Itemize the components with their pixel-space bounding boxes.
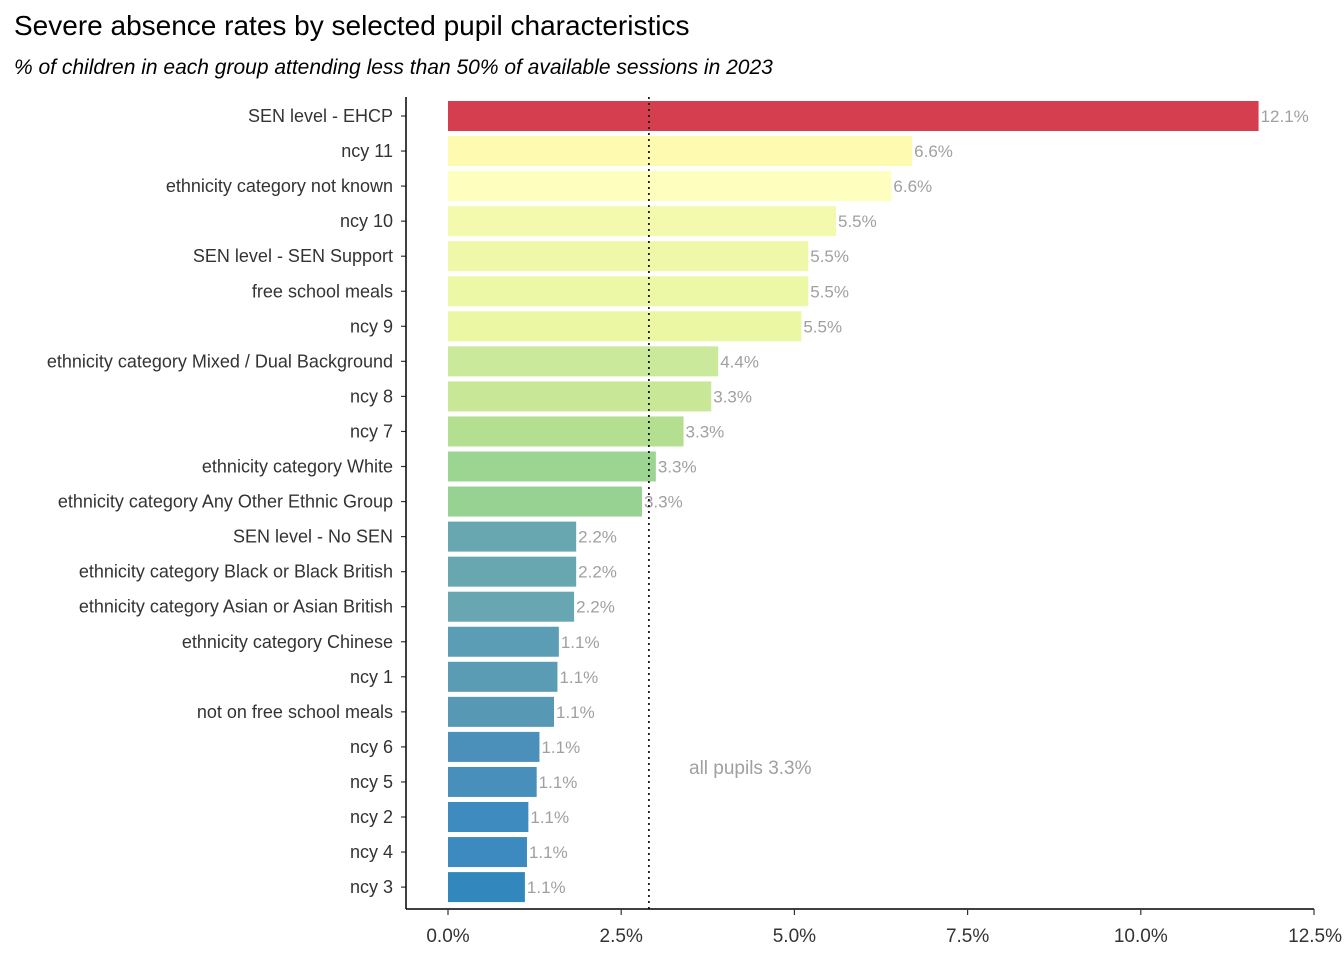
value-labels: 12.1% 6.6% 6.6% 5.5% 5.5% 5.5% 5.5% 4.4% 3.3% 3.3… [527, 107, 1309, 897]
category-label: ncy 5 [350, 772, 393, 792]
category-label: ethnicity category Mixed / Dual Backgrou… [47, 351, 393, 371]
category-label: ethnicity category not known [166, 176, 393, 196]
value-label: 4.4% [720, 352, 759, 371]
value-label: 5.5% [803, 317, 842, 336]
bar [448, 206, 836, 237]
bar [448, 451, 656, 482]
x-tick-label: 0.0% [426, 926, 469, 947]
x-axis-ticks: 0.0% 2.5% 5.0% 7.5% 10.0% 12.5% [426, 909, 1342, 947]
bar [448, 802, 529, 832]
value-label: 5.5% [810, 282, 849, 301]
value-label: 3.3% [644, 493, 683, 512]
value-label: 2.2% [578, 528, 617, 547]
value-label: 1.1% [529, 843, 568, 862]
category-label: ncy 10 [340, 211, 393, 231]
bar [448, 346, 719, 377]
category-label: ncy 7 [350, 421, 393, 441]
value-label: 5.5% [838, 212, 877, 231]
bar [448, 696, 554, 727]
bar [448, 521, 577, 552]
category-label: ethnicity category Chinese [182, 632, 393, 652]
category-label: ncy 1 [350, 667, 393, 687]
bar [448, 311, 802, 342]
bar [448, 556, 577, 587]
value-label: 6.6% [893, 177, 932, 196]
bar [448, 416, 684, 447]
category-label: SEN level - EHCP [248, 106, 393, 126]
bar [448, 486, 642, 517]
category-label: SEN level - SEN Support [193, 246, 393, 266]
category-label: ethnicity category White [202, 457, 393, 477]
category-label: ncy 4 [350, 842, 393, 862]
bar [448, 276, 809, 307]
bar [448, 171, 892, 202]
category-label: ncy 11 [341, 141, 393, 161]
value-label: 3.3% [686, 422, 725, 441]
bar [448, 766, 537, 797]
category-label: ethnicity category Any Other Ethnic Grou… [58, 492, 393, 512]
value-label: 3.3% [713, 387, 752, 406]
value-label: 2.2% [576, 598, 615, 617]
category-label: ncy 9 [350, 316, 393, 336]
value-label: 2.2% [578, 563, 617, 582]
x-tick-label: 7.5% [946, 926, 989, 947]
category-label: ncy 3 [350, 877, 393, 897]
bar [448, 241, 809, 272]
value-label: 12.1% [1261, 107, 1309, 126]
value-label: 1.1% [530, 808, 569, 827]
value-label: 1.1% [559, 668, 598, 687]
bar [448, 872, 525, 903]
category-label: ncy 6 [350, 737, 393, 757]
bar [448, 731, 540, 762]
value-label: 5.5% [810, 247, 849, 266]
value-label: 3.3% [658, 458, 697, 477]
x-tick-label: 10.0% [1114, 926, 1168, 947]
value-label: 1.1% [541, 738, 580, 757]
bar [448, 101, 1259, 131]
bar [448, 381, 712, 412]
value-label: 1.1% [561, 633, 600, 652]
category-label: ncy 2 [350, 807, 393, 827]
x-tick-label: 5.0% [773, 926, 816, 947]
x-tick-label: 12.5% [1288, 926, 1342, 947]
category-label: free school meals [252, 281, 393, 301]
bar [448, 661, 558, 692]
value-label: 1.1% [556, 703, 595, 722]
x-tick-label: 2.5% [600, 926, 643, 947]
category-label: ethnicity category Asian or Asian Britis… [79, 597, 393, 617]
bar [448, 136, 913, 167]
category-labels: SEN level - EHCP ncy 11 ethnicity category… [47, 106, 406, 897]
value-label: 6.6% [914, 142, 953, 161]
bar [448, 837, 527, 868]
value-label: 1.1% [539, 773, 578, 792]
category-label: not on free school meals [197, 702, 393, 722]
reference-label: all pupils 3.3% [689, 758, 812, 779]
bar [448, 626, 559, 657]
category-label: ethnicity category Black or Black Britis… [79, 562, 393, 582]
category-label: ncy 8 [350, 386, 393, 406]
chart-title: Severe absence rates by selected pupil c… [14, 10, 690, 41]
bars-group [448, 101, 1259, 903]
bar [448, 591, 575, 622]
chart-subtitle: % of children in each group attending le… [14, 56, 773, 79]
category-label: SEN level - No SEN [233, 527, 393, 547]
value-label: 1.1% [527, 878, 566, 897]
